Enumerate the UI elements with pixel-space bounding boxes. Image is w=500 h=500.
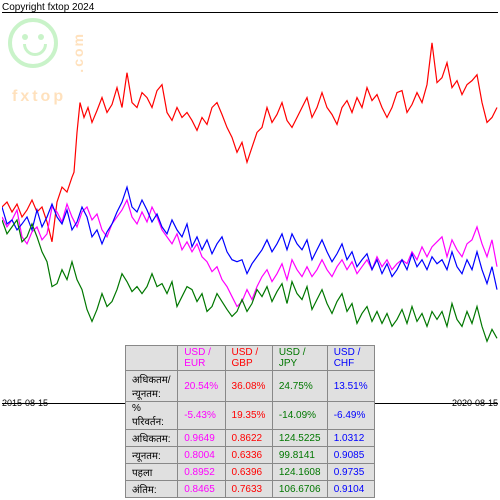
series-line bbox=[2, 187, 497, 289]
table-header-cell: USD / CHF bbox=[327, 346, 374, 371]
data-cell: 106.6706 bbox=[272, 481, 327, 498]
table-row: न्यूनतम:0.80040.633699.81410.9085 bbox=[126, 447, 375, 464]
data-cell: 124.5225 bbox=[272, 430, 327, 447]
table-row: अधिकतम/न्यूनतम:20.54%36.08%24.75%13.51% bbox=[126, 371, 375, 402]
data-cell: 0.9735 bbox=[327, 464, 374, 481]
row-label: % परिवर्तन: bbox=[126, 402, 178, 430]
data-cell: -6.49% bbox=[327, 402, 374, 430]
data-cell: 20.54% bbox=[178, 371, 225, 402]
data-cell: -5.43% bbox=[178, 402, 225, 430]
data-cell: 36.08% bbox=[225, 371, 272, 402]
data-cell: 1.0312 bbox=[327, 430, 374, 447]
table-row: अधिकतम:0.96490.8622124.52251.0312 bbox=[126, 430, 375, 447]
data-cell: 0.6396 bbox=[225, 464, 272, 481]
data-cell: 0.7633 bbox=[225, 481, 272, 498]
row-label: अधिकतम: bbox=[126, 430, 178, 447]
data-table-container: USD / EURUSD / GBPUSD / JPYUSD / CHFअधिक… bbox=[125, 345, 375, 498]
data-cell: 0.8622 bbox=[225, 430, 272, 447]
table-row: पहला0.89520.6396124.16080.9735 bbox=[126, 464, 375, 481]
data-cell: 13.51% bbox=[327, 371, 374, 402]
series-line bbox=[2, 200, 497, 306]
row-label: न्यूनतम: bbox=[126, 447, 178, 464]
data-cell: 0.8952 bbox=[178, 464, 225, 481]
series-line bbox=[2, 43, 497, 242]
table-header-cell: USD / JPY bbox=[272, 346, 327, 371]
data-cell: 0.6336 bbox=[225, 447, 272, 464]
data-cell: 24.75% bbox=[272, 371, 327, 402]
data-cell: 0.9104 bbox=[327, 481, 374, 498]
date-end-label: 2020-08-15 bbox=[452, 398, 498, 408]
data-cell: 0.8465 bbox=[178, 481, 225, 498]
data-cell: 0.9649 bbox=[178, 430, 225, 447]
table-header-cell: USD / GBP bbox=[225, 346, 272, 371]
table-row: % परिवर्तन:-5.43%19.35%-14.09%-6.49% bbox=[126, 402, 375, 430]
data-cell: 124.1608 bbox=[272, 464, 327, 481]
table-row: अंतिम:0.84650.7633106.67060.9104 bbox=[126, 481, 375, 498]
series-line bbox=[2, 220, 497, 341]
table-header-cell bbox=[126, 346, 178, 371]
data-cell: -14.09% bbox=[272, 402, 327, 430]
date-start-label: 2015-08-15 bbox=[2, 398, 48, 408]
data-cell: 99.8141 bbox=[272, 447, 327, 464]
data-cell: 0.9085 bbox=[327, 447, 374, 464]
row-label: अंतिम: bbox=[126, 481, 178, 498]
data-cell: 19.35% bbox=[225, 402, 272, 430]
row-label: पहला bbox=[126, 464, 178, 481]
row-label: अधिकतम/न्यूनतम: bbox=[126, 371, 178, 402]
table-header-cell: USD / EUR bbox=[178, 346, 225, 371]
table-header-row: USD / EURUSD / GBPUSD / JPYUSD / CHF bbox=[126, 346, 375, 371]
currency-data-table: USD / EURUSD / GBPUSD / JPYUSD / CHFअधिक… bbox=[125, 345, 375, 498]
data-cell: 0.8004 bbox=[178, 447, 225, 464]
